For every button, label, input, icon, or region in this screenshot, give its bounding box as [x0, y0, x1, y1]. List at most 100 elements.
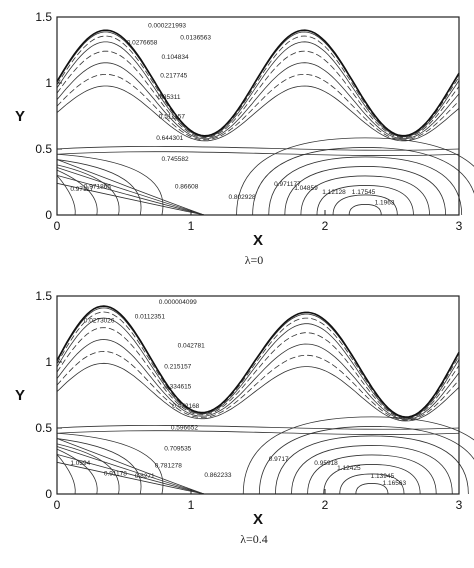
- contour-label: 0.0112351: [135, 313, 166, 320]
- contour-arc: [242, 416, 474, 495]
- y-tick-label: 1: [45, 76, 52, 90]
- streamline: [56, 362, 460, 422]
- contour-label: 0.0273026: [84, 317, 115, 324]
- contour-arc: [332, 194, 398, 216]
- contour-label: 0.971177: [274, 181, 301, 188]
- y-tick-label: 1.5: [35, 289, 52, 303]
- contour-label: 0.35311: [158, 94, 181, 101]
- contour-label: 0.104834: [162, 54, 189, 61]
- contour-label: 0.334615: [164, 383, 191, 390]
- y-tick-label: 0: [45, 487, 52, 501]
- panel-caption: λ=0.4: [240, 532, 268, 546]
- x-tick-label: 0: [54, 219, 61, 233]
- x-tick-label: 1: [188, 219, 195, 233]
- contour-label: 0.217745: [160, 73, 187, 80]
- contour-label: 0.0136563: [180, 34, 211, 41]
- contour-label: 0.0276658: [127, 40, 158, 47]
- contour-label: 0.8271: [135, 473, 155, 480]
- contour-arc: [56, 175, 76, 216]
- contour-label: 0.9717: [269, 456, 289, 463]
- streamline: [56, 311, 460, 418]
- contour-arc: [56, 432, 164, 495]
- contour-label: 0.000004099: [159, 299, 197, 306]
- plot-frame: [56, 295, 460, 495]
- y-tick-label: 1: [45, 355, 52, 369]
- contour-arc: [56, 443, 120, 495]
- contour-label: 1.12425: [337, 465, 361, 472]
- contour-arc: [56, 438, 142, 495]
- contour-arc: [56, 454, 76, 495]
- contour-label: 0.91178: [104, 471, 127, 478]
- streamline: [56, 151, 460, 156]
- contour-arc: [56, 448, 98, 495]
- contour-label: 0.644301: [156, 135, 183, 142]
- panel-caption: λ=0: [245, 253, 264, 267]
- contour-arc: [252, 147, 474, 216]
- streamline: [56, 425, 460, 430]
- streamline: [56, 85, 460, 142]
- contour-arc: [56, 153, 164, 216]
- streamline: [56, 41, 460, 138]
- upper-wall-curve: [56, 305, 460, 418]
- streamline: [56, 50, 460, 139]
- contour-arc: [56, 169, 98, 216]
- streamline: [56, 73, 460, 141]
- contour-arc: [56, 461, 205, 495]
- contour-arc: [56, 159, 142, 216]
- contour-arc: [56, 182, 205, 216]
- x-tick-label: 3: [456, 498, 463, 512]
- contour-label: 0.215157: [164, 364, 191, 371]
- y-tick-label: 1.5: [35, 10, 52, 24]
- x-tick-label: 0: [54, 498, 61, 512]
- contour-label: 0.971865: [84, 184, 111, 191]
- contour-label: 1.12128: [322, 189, 346, 196]
- contour-label: 0.709535: [164, 445, 191, 452]
- contour-label: 1.0594: [70, 460, 90, 467]
- streamline: [56, 430, 460, 435]
- contour-label: 1.04859: [294, 185, 318, 192]
- contour-lines: [56, 307, 474, 495]
- contour-label: 1.16563: [383, 480, 407, 487]
- contour-label: 0.596652: [171, 424, 198, 431]
- streamline: [56, 146, 460, 151]
- x-tick-label: 3: [456, 219, 463, 233]
- contour-panel-lambda-0: 0.000221993 0.0136563 0.0276658 0.104834 0.2…: [15, 10, 474, 267]
- x-tick-label: 2: [322, 219, 329, 233]
- contour-label: 0.511157: [159, 114, 186, 121]
- y-ticks: 0 0.5 1 1.5: [35, 289, 62, 501]
- x-axis-label: X: [253, 511, 263, 528]
- contour-panel-lambda-0.4: 0.000004099 0.0273026 0.0112351 0.042781 0.2…: [15, 289, 474, 546]
- y-tick-label: 0.5: [35, 142, 52, 156]
- contour-arc: [236, 137, 474, 216]
- contour-arc: [323, 464, 421, 495]
- contour-arc: [339, 473, 405, 495]
- streamline: [56, 350, 460, 421]
- upper-wall-curve: [56, 29, 460, 137]
- contour-arc: [275, 435, 469, 495]
- y-axis-label: Y: [15, 387, 25, 404]
- streamline: [56, 339, 460, 420]
- contour-arc: [307, 454, 437, 495]
- contour-label: 0.97117: [70, 186, 93, 193]
- streamline: [56, 327, 460, 419]
- streamline: [56, 62, 460, 140]
- contour-arc: [355, 483, 389, 495]
- y-tick-label: 0: [45, 208, 52, 222]
- contour-label: 0.745582: [162, 156, 189, 163]
- contour-label: 0.781278: [155, 463, 182, 470]
- contour-arc: [56, 446, 205, 495]
- contour-arc: [300, 175, 430, 216]
- contour-label: 0.95918: [314, 460, 338, 467]
- contour-labels: 0.000004099 0.0273026 0.0112351 0.042781 0.2…: [70, 299, 406, 487]
- x-tick-label: 2: [322, 498, 329, 512]
- contour-label: 0.000221993: [148, 23, 186, 30]
- x-axis-label: X: [253, 232, 263, 249]
- y-axis-label: Y: [15, 108, 25, 125]
- contour-arc: [284, 166, 446, 216]
- x-ticks: 0 1 2 3: [54, 210, 463, 233]
- contour-arc: [316, 185, 414, 216]
- contour-label: 0.042781: [178, 343, 205, 350]
- y-tick-label: 0.5: [35, 421, 52, 435]
- y-ticks: 0 0.5 1 1.5: [35, 10, 62, 222]
